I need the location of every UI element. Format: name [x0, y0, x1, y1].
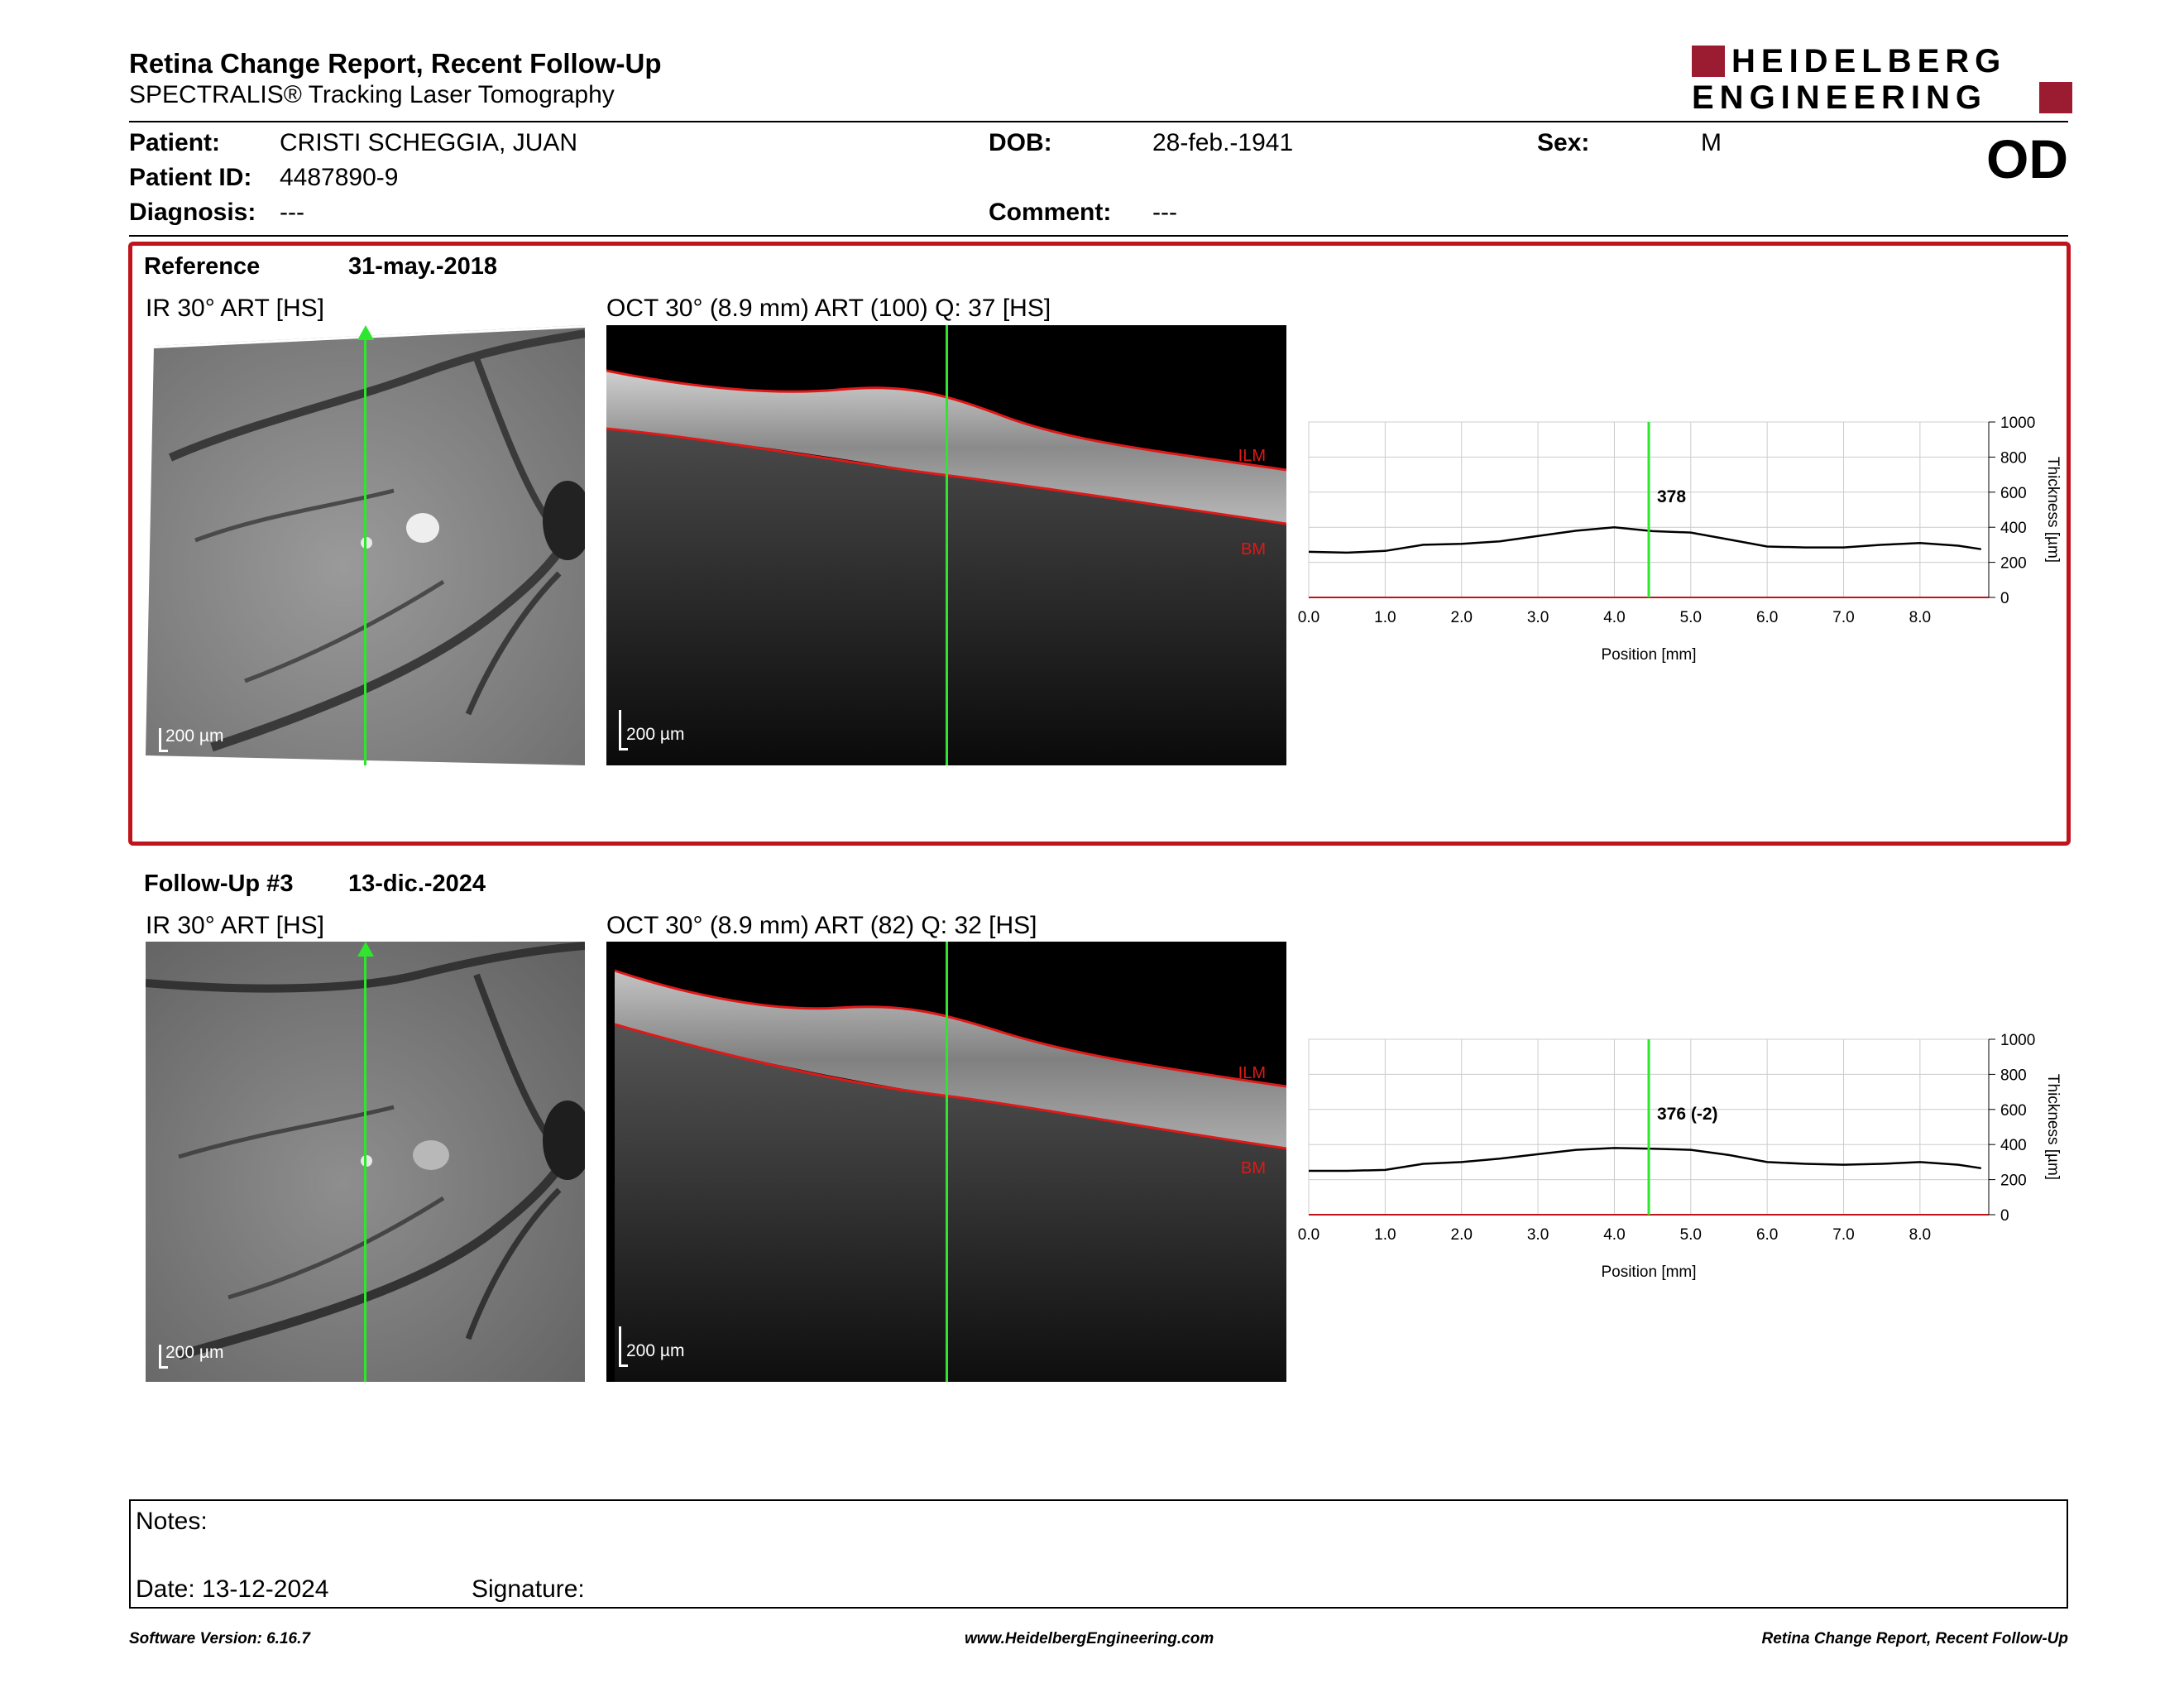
reference-box — [128, 242, 2071, 846]
notes-box: Notes: Date: 13-12-2024 Signature: — [129, 1499, 2068, 1609]
followup-chart-xtick-label: 8.0 — [1909, 1226, 1931, 1244]
report-title: Retina Change Report, Recent Follow-Up — [129, 48, 662, 79]
followup-ir-scale-label: 200 µm — [165, 1343, 224, 1362]
reference-chart-xtick-label: 8.0 — [1909, 609, 1931, 626]
followup-chart-xtick-label: 6.0 — [1756, 1226, 1778, 1244]
followup-bm-label: BM — [1241, 1159, 1266, 1177]
reference-chart-ytick-label: 200 — [2000, 555, 2027, 573]
followup-ir-label: IR 30° ART [HS] — [146, 912, 324, 939]
followup-label: Follow-Up #3 — [144, 870, 294, 897]
followup-oct-label: OCT 30° (8.9 mm) ART (82) Q: 32 [HS] — [606, 912, 1037, 939]
reference-oct-scan-line — [946, 325, 948, 765]
patient-divider — [129, 235, 2068, 237]
reference-chart-xlabel: Position [mm] — [1601, 646, 1696, 664]
followup-date: 13-dic.-2024 — [348, 870, 486, 897]
reference-chart-ytick-label: 800 — [2000, 449, 2027, 467]
reference-chart-ylabel: Thickness [µm] — [2044, 457, 2062, 563]
followup-chart-ytick-label: 0 — [2000, 1207, 2009, 1225]
followup-chart-cursor-label: 376 (-2) — [1657, 1105, 1718, 1124]
patient-id: 4487890-9 — [280, 164, 399, 191]
reference-chart-ytick-label: 1000 — [2000, 415, 2035, 432]
comment-label: Comment: — [989, 199, 1112, 226]
reference-chart-ytick-label: 400 — [2000, 520, 2027, 537]
diagnosis-label: Diagnosis: — [129, 199, 256, 226]
comment-value: --- — [1152, 199, 1177, 226]
footer-software-version: Software Version: 6.16.7 — [129, 1630, 310, 1647]
followup-chart-xlabel: Position [mm] — [1601, 1264, 1696, 1281]
reference-bm-label: BM — [1241, 540, 1266, 559]
sex-label: Sex: — [1537, 129, 1590, 156]
reference-oct-scale-label: 200 µm — [626, 725, 685, 744]
reference-ir-scale-bar — [159, 728, 168, 752]
followup-chart-xtick-label: 4.0 — [1603, 1226, 1625, 1244]
followup-chart-xtick-label: 3.0 — [1527, 1226, 1549, 1244]
followup-chart-ytick-label: 1000 — [2000, 1032, 2035, 1049]
report-subtitle: SPECTRALIS® Tracking Laser Tomography — [129, 81, 615, 108]
followup-chart-xtick-label: 0.0 — [1298, 1226, 1320, 1244]
followup-chart-xtick-label: 5.0 — [1680, 1226, 1702, 1244]
followup-ilm-label: ILM — [1238, 1064, 1266, 1082]
reference-chart-xtick-label: 0.0 — [1298, 609, 1320, 626]
patient-id-label: Patient ID: — [129, 164, 252, 191]
header-divider — [129, 121, 2068, 122]
followup-oct-scan-line — [946, 942, 948, 1382]
reference-ilm-label: ILM — [1238, 447, 1266, 465]
eye-indicator: OD — [1986, 128, 2068, 189]
patient-name: CRISTI SCHEGGIA, JUAN — [280, 129, 578, 156]
dob-value: 28-feb.-1941 — [1152, 129, 1294, 156]
reference-chart-ytick-label: 600 — [2000, 485, 2027, 502]
reference-ir-arrow-icon — [357, 325, 374, 340]
followup-oct-scale-bar — [619, 1326, 628, 1367]
reference-chart-xtick-label: 1.0 — [1374, 609, 1396, 626]
patient-label: Patient: — [129, 129, 221, 156]
sex-value: M — [1701, 129, 1722, 156]
followup-chart-ytick-label: 600 — [2000, 1102, 2027, 1120]
followup-ir-arrow-icon — [357, 942, 374, 957]
followup-chart-ytick-label: 400 — [2000, 1137, 2027, 1154]
followup-chart-xtick-label: 1.0 — [1374, 1226, 1396, 1244]
reference-chart-xtick-label: 3.0 — [1527, 609, 1549, 626]
followup-chart-ytick-label: 200 — [2000, 1172, 2027, 1190]
reference-chart-thickness-line — [1308, 525, 1981, 554]
followup-thickness-chart: 0.0 1.0 2.0 3.0 4.0 5.0 6.0 7.0 8.0 0 200 400 600 800… — [1298, 1032, 2062, 1281]
reference-chart-xtick-label: 5.0 — [1680, 609, 1702, 626]
reference-chart-ytick-label: 0 — [2000, 590, 2009, 607]
dob-label: DOB: — [989, 129, 1052, 156]
followup-chart-xtick-label: 7.0 — [1832, 1226, 1854, 1244]
diagnosis-value: --- — [280, 199, 304, 226]
reference-ir-scale-label: 200 µm — [165, 727, 224, 746]
reference-chart-xtick-label: 2.0 — [1451, 609, 1473, 626]
reference-oct-label: OCT 30° (8.9 mm) ART (100) Q: 37 [HS] — [606, 295, 1051, 322]
notes-label: Notes: — [136, 1508, 208, 1535]
followup-chart-ytick-label: 800 — [2000, 1067, 2027, 1084]
reference-thickness-chart: 0.0 1.0 2.0 3.0 4.0 5.0 6.0 7.0 8.0 0 200 400 600 800… — [1298, 415, 2062, 664]
followup-chart-ylabel: Thickness [µm] — [2044, 1074, 2062, 1180]
reference-oct-scale-bar — [619, 710, 628, 750]
reference-ir-label: IR 30° ART [HS] — [146, 295, 324, 322]
reference-label: Reference — [144, 253, 261, 280]
footer-report-name: Retina Change Report, Recent Follow-Up — [1761, 1630, 2068, 1647]
reference-date: 31-may.-2018 — [348, 253, 498, 280]
reference-chart-xtick-label: 6.0 — [1756, 609, 1778, 626]
followup-oct-scale-label: 200 µm — [626, 1341, 685, 1360]
reference-chart-cursor-label: 378 — [1657, 487, 1686, 506]
reference-ir-scan-line — [364, 331, 366, 765]
followup-ir-scale-bar — [159, 1345, 168, 1369]
followup-ir-scan-line — [364, 948, 366, 1382]
followup-chart-thickness-line — [1309, 1147, 1981, 1172]
footer-website-link[interactable]: www.HeidelbergEngineering.com — [965, 1630, 1214, 1647]
signature-label: Signature: — [472, 1575, 585, 1603]
notes-date: Date: 13-12-2024 — [136, 1575, 329, 1603]
reference-chart-xtick-label: 4.0 — [1603, 609, 1625, 626]
followup-chart-xtick-label: 2.0 — [1451, 1226, 1473, 1244]
reference-chart-xtick-label: 7.0 — [1832, 609, 1854, 626]
